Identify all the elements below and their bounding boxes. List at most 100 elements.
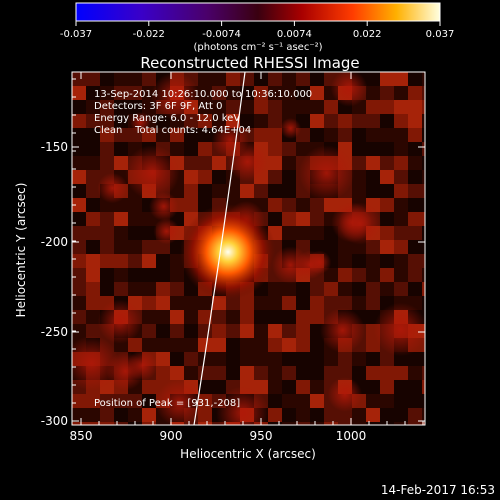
noise-blob bbox=[153, 218, 180, 245]
peak-position-label: Position of Peak = [931,-208] bbox=[94, 398, 240, 409]
noise-cell bbox=[100, 408, 114, 422]
noise-cell bbox=[338, 408, 352, 422]
noise-cell bbox=[170, 282, 184, 296]
noise-cell bbox=[422, 170, 425, 184]
noise-cell bbox=[296, 338, 310, 352]
noise-cell bbox=[254, 128, 268, 142]
noise-cell bbox=[366, 268, 380, 282]
x-tick-label: 1000 bbox=[336, 429, 367, 443]
noise-cell bbox=[422, 422, 425, 425]
noise-cell bbox=[324, 198, 338, 212]
noise-cell bbox=[254, 86, 268, 100]
noise-cell bbox=[394, 254, 408, 268]
noise-cell bbox=[100, 394, 114, 408]
noise-cell bbox=[310, 422, 324, 425]
noise-cell bbox=[72, 324, 86, 338]
noise-cell bbox=[212, 380, 226, 394]
noise-cell bbox=[310, 240, 324, 254]
noise-cell bbox=[240, 86, 254, 100]
noise-cell bbox=[352, 184, 366, 198]
noise-cell bbox=[380, 212, 394, 226]
noise-cell bbox=[282, 226, 296, 240]
noise-cell bbox=[114, 100, 128, 114]
noise-cell bbox=[86, 226, 100, 240]
noise-cell bbox=[212, 100, 226, 114]
noise-cell bbox=[86, 282, 100, 296]
noise-cell bbox=[184, 338, 198, 352]
noise-cell bbox=[380, 268, 394, 282]
noise-cell bbox=[366, 156, 380, 170]
noise-cell bbox=[422, 366, 425, 380]
noise-cell bbox=[338, 366, 352, 380]
noise-cell bbox=[254, 100, 268, 114]
noise-cell bbox=[212, 310, 226, 324]
noise-cell bbox=[296, 352, 310, 366]
noise-cell bbox=[296, 226, 310, 240]
noise-cell bbox=[366, 240, 380, 254]
noise-cell bbox=[366, 254, 380, 268]
noise-cell bbox=[394, 100, 408, 114]
noise-cell bbox=[380, 408, 394, 422]
noise-cell bbox=[114, 86, 128, 100]
noise-cell bbox=[114, 408, 128, 422]
noise-cell bbox=[100, 254, 114, 268]
noise-cell bbox=[282, 296, 296, 310]
noise-cell bbox=[380, 394, 394, 408]
noise-cell bbox=[240, 324, 254, 338]
noise-cell bbox=[142, 240, 156, 254]
noise-cell bbox=[170, 338, 184, 352]
noise-blob bbox=[151, 72, 199, 120]
noise-cell bbox=[72, 100, 86, 114]
noise-cell bbox=[366, 72, 380, 86]
noise-cell bbox=[352, 156, 366, 170]
noise-cell bbox=[268, 156, 282, 170]
noise-cell bbox=[268, 128, 282, 142]
noise-cell bbox=[366, 422, 380, 425]
noise-cell bbox=[72, 184, 86, 198]
noise-cell bbox=[408, 142, 422, 156]
noise-cell bbox=[352, 282, 366, 296]
noise-cell bbox=[366, 338, 380, 352]
colorbar-tick-label: -0.0074 bbox=[202, 29, 241, 40]
colorbar-tick-label: 0.0074 bbox=[277, 29, 312, 40]
noise-cell bbox=[352, 254, 366, 268]
noise-cell bbox=[408, 254, 422, 268]
noise-cell bbox=[422, 86, 425, 100]
noise-cell bbox=[296, 366, 310, 380]
noise-blob bbox=[127, 350, 158, 381]
noise-cell bbox=[394, 142, 408, 156]
noise-cell bbox=[100, 156, 114, 170]
noise-cell bbox=[142, 254, 156, 268]
noise-cell bbox=[422, 156, 425, 170]
noise-cell bbox=[100, 114, 114, 128]
noise-cell bbox=[422, 142, 425, 156]
noise-cell bbox=[282, 352, 296, 366]
noise-cell bbox=[282, 142, 296, 156]
noise-cell bbox=[394, 212, 408, 226]
noise-cell bbox=[86, 198, 100, 212]
noise-cell bbox=[226, 338, 240, 352]
noise-cell bbox=[226, 310, 240, 324]
noise-cell bbox=[366, 128, 380, 142]
noise-cell bbox=[72, 268, 86, 282]
noise-cell bbox=[324, 268, 338, 282]
noise-cell bbox=[422, 394, 425, 408]
noise-cell bbox=[422, 338, 425, 352]
noise-cell bbox=[282, 156, 296, 170]
noise-cell bbox=[394, 282, 408, 296]
noise-cell bbox=[128, 86, 142, 100]
noise-cell bbox=[128, 268, 142, 282]
noise-cell bbox=[212, 170, 226, 184]
noise-cell bbox=[142, 380, 156, 394]
noise-cell bbox=[408, 212, 422, 226]
noise-cell bbox=[324, 422, 338, 425]
noise-cell bbox=[324, 100, 338, 114]
noise-cell bbox=[114, 282, 128, 296]
noise-cell bbox=[352, 268, 366, 282]
noise-cell bbox=[408, 422, 422, 425]
noise-cell bbox=[142, 408, 156, 422]
noise-cell bbox=[338, 422, 352, 425]
noise-cell bbox=[114, 114, 128, 128]
colorbar: -0.037 -0.022 -0.0074 0.0074 0.022 0.037 (pho… bbox=[60, 2, 454, 53]
